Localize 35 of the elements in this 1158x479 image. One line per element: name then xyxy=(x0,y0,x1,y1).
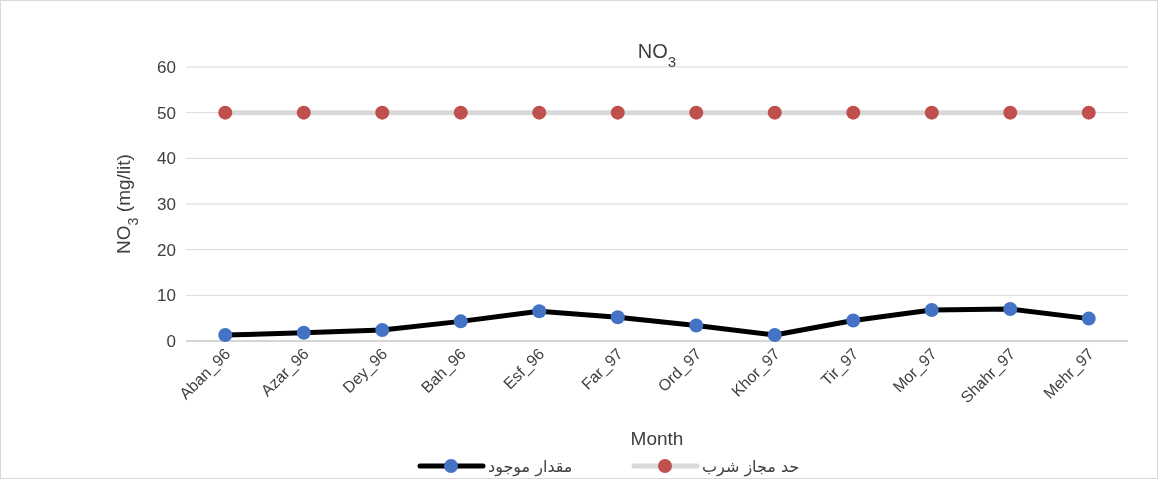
point xyxy=(218,328,233,343)
point xyxy=(532,304,547,319)
point xyxy=(375,105,390,120)
point xyxy=(610,310,625,325)
point xyxy=(532,105,547,120)
legend-label: حد مجاز شرب xyxy=(702,457,800,477)
chart-title: NO$_{3}$ xyxy=(637,40,677,70)
point xyxy=(296,105,311,120)
point xyxy=(924,302,939,317)
point xyxy=(375,323,390,338)
point xyxy=(1081,311,1096,326)
point xyxy=(846,105,861,120)
point xyxy=(767,105,782,120)
point xyxy=(924,105,939,120)
point xyxy=(610,105,625,120)
point xyxy=(689,105,704,120)
y-tick-label: 50 xyxy=(157,103,176,123)
x-axis-title: Month xyxy=(630,428,684,449)
point xyxy=(453,105,468,120)
y-tick-label: 20 xyxy=(157,240,176,260)
point xyxy=(1003,105,1018,120)
point xyxy=(689,318,704,333)
y-tick-label: 40 xyxy=(157,149,176,169)
y-tick-label: 10 xyxy=(157,286,176,306)
legend-label: مقدار موجود xyxy=(488,457,573,477)
point xyxy=(296,325,311,340)
y-tick-label: 0 xyxy=(166,332,176,351)
point xyxy=(1081,105,1096,120)
point xyxy=(453,314,468,329)
point xyxy=(767,328,782,343)
y-tick-label: 30 xyxy=(157,195,176,214)
point xyxy=(218,105,233,120)
y-tick-label: 60 xyxy=(157,58,176,77)
point xyxy=(1003,302,1018,317)
point xyxy=(846,313,861,328)
